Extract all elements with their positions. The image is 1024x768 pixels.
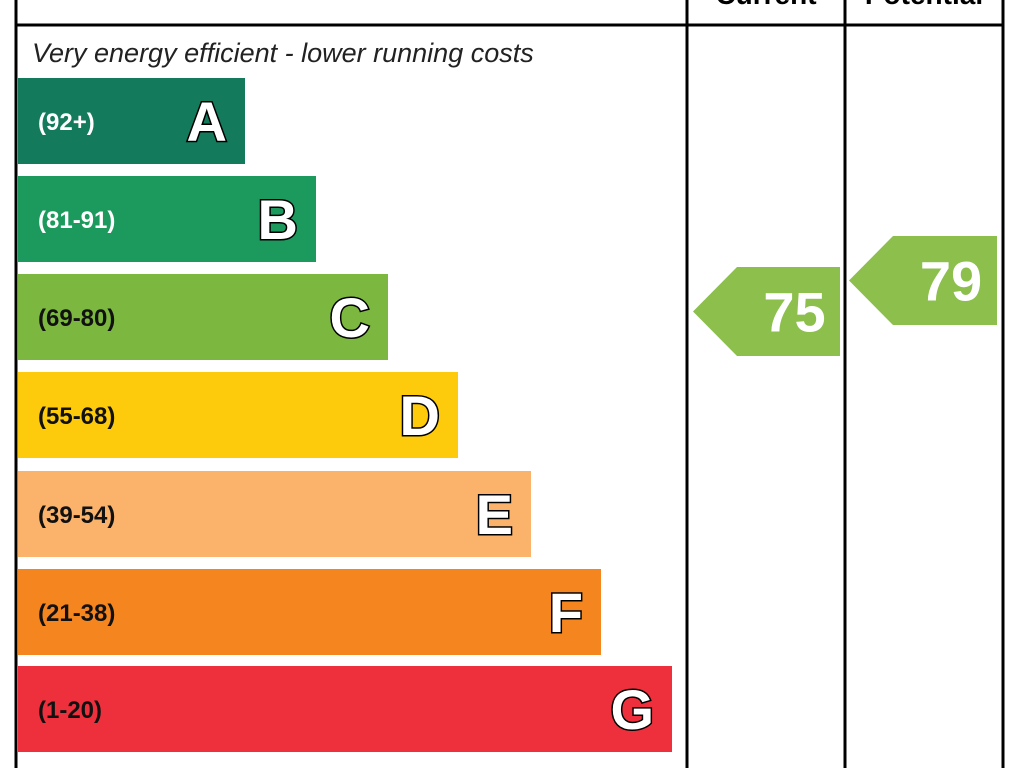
band-letter: F [549,581,583,644]
current-rating: 75 [763,281,825,344]
band-bar [18,274,388,360]
current-arrow [693,267,840,356]
band-range: (55-68) [38,403,115,430]
band-bar [18,471,531,557]
band-range: (69-80) [38,305,115,332]
band-letter: A [187,90,227,153]
subtitle: Very energy efficient - lower running co… [32,38,534,68]
band-range: (21-38) [38,600,115,627]
band-bar [18,176,316,262]
band-bar [18,569,601,655]
potential-arrow [849,236,997,325]
band-letter: C [330,286,370,349]
band-letter: B [258,188,298,251]
potential-header: Potential [865,0,983,10]
band-range: (92+) [38,109,95,136]
band-range: (81-91) [38,207,115,234]
band-range: (39-54) [38,502,115,529]
band-bar [18,666,672,752]
band-bar [18,372,458,458]
potential-rating: 79 [920,250,982,313]
band-letter: D [400,384,440,447]
band-bar [18,78,245,164]
current-header: Current [715,0,816,10]
frame [14,0,1005,768]
band-letter: E [476,483,513,546]
band-range: (1-20) [38,697,102,724]
band-letter: G [610,678,654,741]
